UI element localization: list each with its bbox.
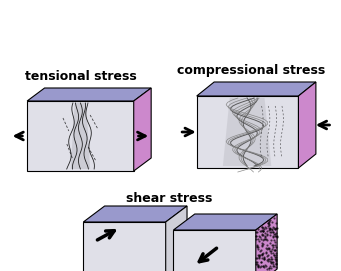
Polygon shape: [134, 88, 151, 171]
Polygon shape: [83, 206, 187, 222]
Polygon shape: [83, 222, 166, 271]
Polygon shape: [197, 96, 298, 168]
Text: tensional stress: tensional stress: [25, 70, 136, 83]
Polygon shape: [197, 82, 316, 96]
Polygon shape: [27, 88, 151, 101]
Polygon shape: [256, 214, 277, 271]
Polygon shape: [174, 230, 256, 271]
Polygon shape: [71, 103, 90, 169]
Polygon shape: [174, 214, 277, 230]
Polygon shape: [166, 206, 187, 271]
Text: compressional stress: compressional stress: [177, 64, 325, 77]
Polygon shape: [298, 82, 316, 168]
Text: shear stress: shear stress: [127, 192, 213, 205]
Polygon shape: [27, 101, 134, 171]
Polygon shape: [223, 98, 271, 166]
